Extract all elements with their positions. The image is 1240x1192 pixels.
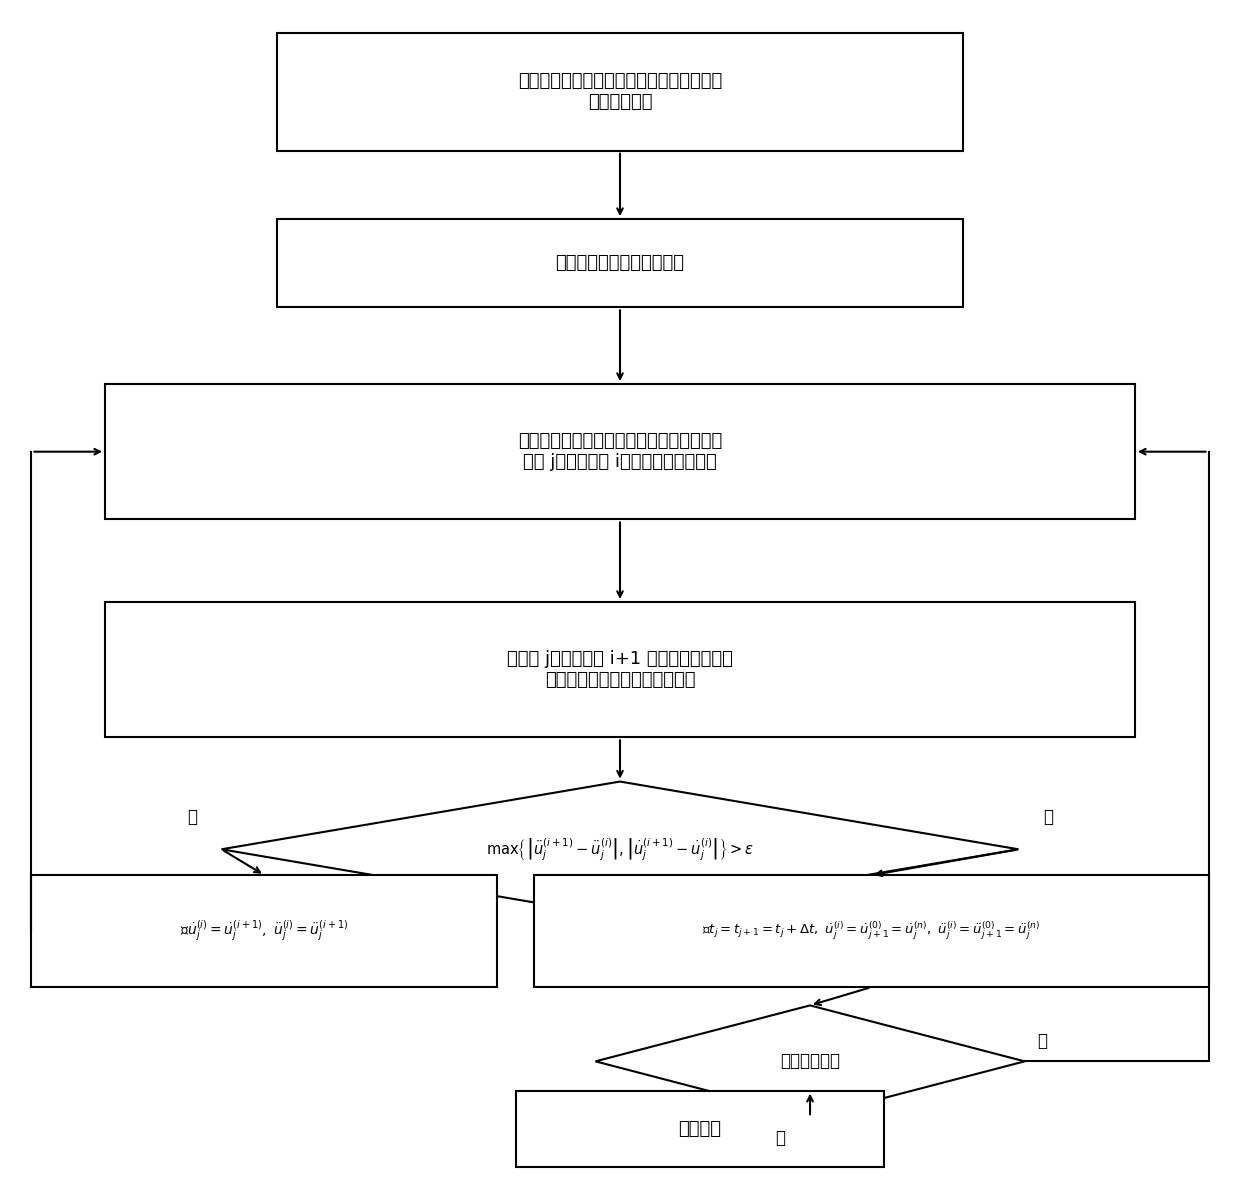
FancyBboxPatch shape xyxy=(105,602,1135,738)
Text: 时长是否满足: 时长是否满足 xyxy=(780,1053,839,1070)
Text: 计算结束: 计算结束 xyxy=(678,1120,722,1138)
Polygon shape xyxy=(222,782,1018,917)
Polygon shape xyxy=(595,1005,1024,1117)
Text: 计算给定流速下的约化速度: 计算给定流速下的约化速度 xyxy=(556,254,684,272)
FancyBboxPatch shape xyxy=(534,875,1209,987)
Text: $令\dot{u}_j^{(i)}=\dot{u}_j^{(i+1)},\ \ddot{u}_j^{(i)}=\ddot{u}_j^{(i+1)}$: $令\dot{u}_j^{(i)}=\dot{u}_j^{(i+1)},\ \d… xyxy=(180,919,348,944)
Text: 针对非涡旋泄放锁定区和涡旋泄放锁定区计
算第 j时间步内第 i次迭代的脉动拖曳力: 针对非涡旋泄放锁定区和涡旋泄放锁定区计 算第 j时间步内第 i次迭代的脉动拖曳力 xyxy=(518,433,722,471)
Text: 计算第 j时间步内第 i+1 次迭代的深水立管
顺流向涡激振动的速度和加速度: 计算第 j时间步内第 i+1 次迭代的深水立管 顺流向涡激振动的速度和加速度 xyxy=(507,650,733,689)
Text: $\max\left\{\left|\ddot{u}_j^{(i+1)}-\ddot{u}_j^{(i)}\right|,\left|\dot{u}_j^{(i: $\max\left\{\left|\ddot{u}_j^{(i+1)}-\dd… xyxy=(486,836,754,863)
Text: 是: 是 xyxy=(187,808,197,826)
Text: $令 t_j=t_{j+1}=t_j+\Delta t,\ \dot{u}_j^{(i)}=\dot{u}_{j+1}^{(0)}=\dot{u}_j^{(n): $令 t_j=t_{j+1}=t_j+\Delta t,\ \dot{u}_j^… xyxy=(702,920,1040,943)
FancyBboxPatch shape xyxy=(277,33,963,150)
FancyBboxPatch shape xyxy=(31,875,497,987)
Text: 给定深水立管顺流向振动速度和加速度及计
算时间的初值: 给定深水立管顺流向振动速度和加速度及计 算时间的初值 xyxy=(518,73,722,111)
FancyBboxPatch shape xyxy=(516,1091,884,1167)
FancyBboxPatch shape xyxy=(105,384,1135,520)
Text: 否: 否 xyxy=(1037,1031,1047,1050)
Text: 否: 否 xyxy=(1043,808,1053,826)
Text: 是: 是 xyxy=(775,1129,785,1147)
FancyBboxPatch shape xyxy=(277,219,963,308)
